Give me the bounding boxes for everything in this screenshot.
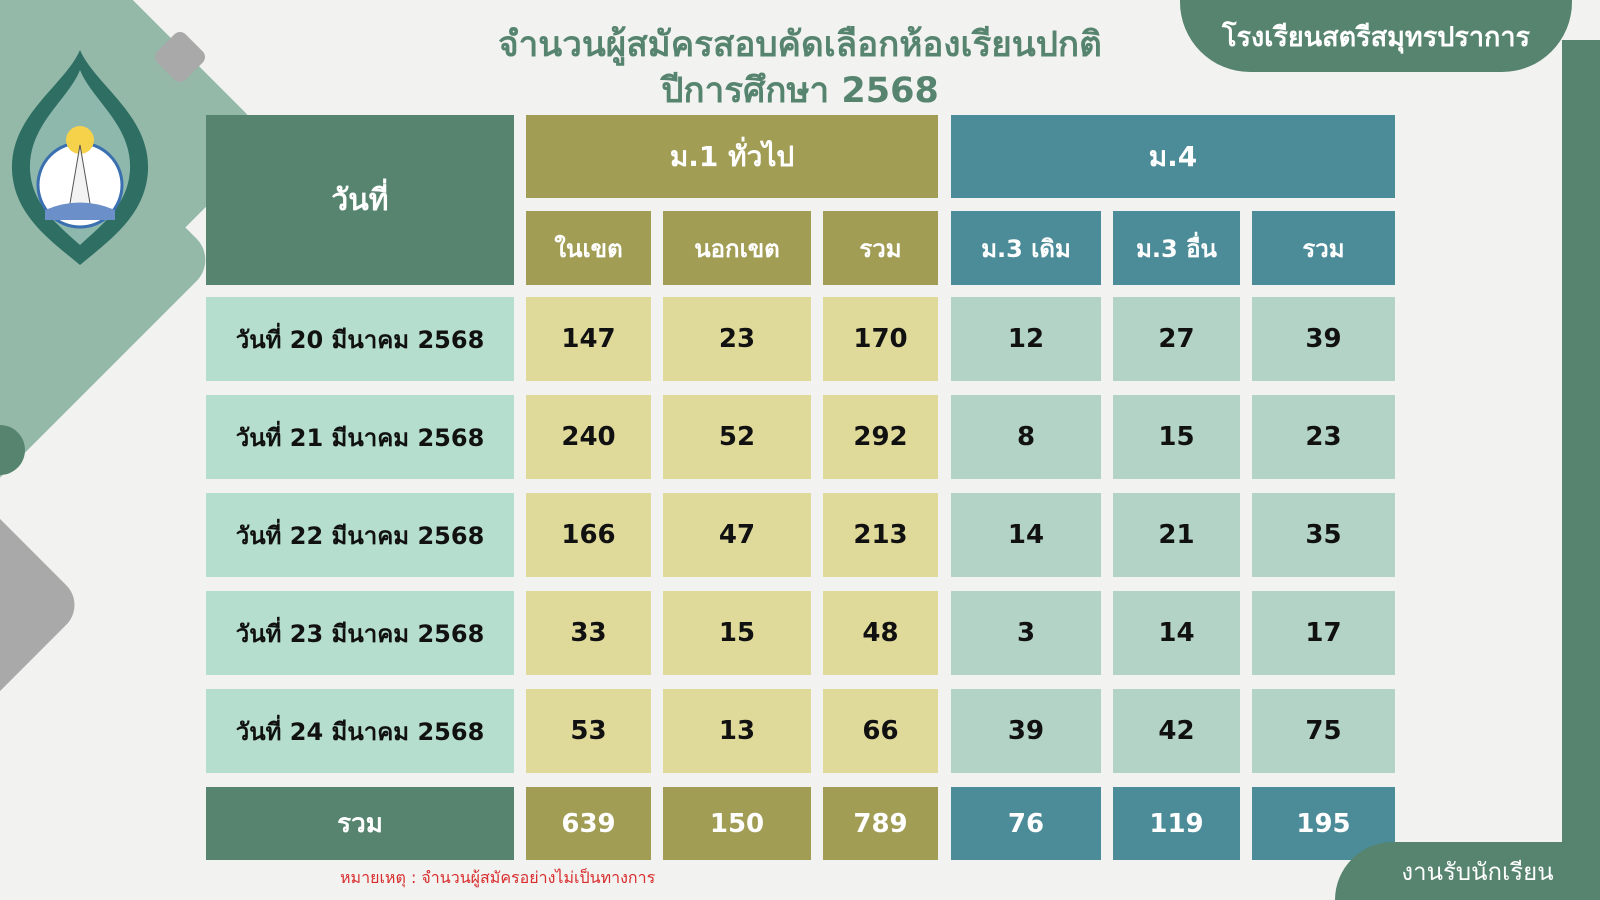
m4-grand-total: 195 <box>1252 787 1395 860</box>
m4-other-m3-header: ม.3 อื่น <box>1113 211 1240 285</box>
m1-out-zone-header: นอกเขต <box>663 211 811 285</box>
department-name: งานรับนักเรียน <box>1401 857 1554 886</box>
m1-in-zone-value: 240 <box>526 395 651 479</box>
m1-in-zone-value: 33 <box>526 591 651 675</box>
decorative-right-bar <box>1562 40 1600 900</box>
title-line-1: จำนวนผู้สมัครสอบคัดเลือกห้องเรียนปกติ <box>498 25 1102 65</box>
school-name: โรงเรียนสตรีสมุทรปราการ <box>1221 21 1531 53</box>
footnote: หมายเหตุ : จำนวนผู้สมัครอย่างไม่เป็นทางก… <box>340 868 656 887</box>
m4-total-value: 17 <box>1252 591 1395 675</box>
m1-out-zone-value: 47 <box>663 493 811 577</box>
m4-header: ม.4 <box>951 115 1395 198</box>
m1-out-zone-value: 23 <box>663 297 811 381</box>
m1-in-zone-total: 639 <box>526 787 651 860</box>
m1-in-zone-value: 166 <box>526 493 651 577</box>
m1-out-zone-value: 13 <box>663 689 811 773</box>
row-date: วันที่ 20 มีนาคม 2568 <box>206 297 514 381</box>
m1-in-zone-header: ในเขต <box>526 211 651 285</box>
m4-other-m3-value: 21 <box>1113 493 1240 577</box>
m1-out-zone-value: 52 <box>663 395 811 479</box>
m1-grand-total: 789 <box>823 787 938 860</box>
m4-existing-m3-value: 14 <box>951 493 1101 577</box>
m1-total-value: 170 <box>823 297 938 381</box>
m4-total-value: 75 <box>1252 689 1395 773</box>
page-title: จำนวนผู้สมัครสอบคัดเลือกห้องเรียนปกติ ปี… <box>330 22 1270 114</box>
m1-total-value: 292 <box>823 395 938 479</box>
title-line-2: ปีการศึกษา 2568 <box>661 71 939 111</box>
m1-general-header: ม.1 ทั่วไป <box>526 115 938 198</box>
m4-total-value: 23 <box>1252 395 1395 479</box>
m1-out-zone-total: 150 <box>663 787 811 860</box>
m1-in-zone-value: 53 <box>526 689 651 773</box>
m4-other-m3-value: 27 <box>1113 297 1240 381</box>
m4-existing-m3-value: 39 <box>951 689 1101 773</box>
m4-existing-m3-value: 3 <box>951 591 1101 675</box>
row-date: วันที่ 22 มีนาคม 2568 <box>206 493 514 577</box>
row-date: วันที่ 21 มีนาคม 2568 <box>206 395 514 479</box>
m4-total-header: รวม <box>1252 211 1395 285</box>
m4-total-value: 35 <box>1252 493 1395 577</box>
m4-existing-m3-total: 76 <box>951 787 1101 860</box>
m4-other-m3-value: 15 <box>1113 395 1240 479</box>
m4-other-m3-total: 119 <box>1113 787 1240 860</box>
row-date: วันที่ 24 มีนาคม 2568 <box>206 689 514 773</box>
m4-total-value: 39 <box>1252 297 1395 381</box>
school-emblem-icon <box>11 50 149 265</box>
decorative-gray-diamond <box>0 498 87 712</box>
m4-existing-m3-header: ม.3 เดิม <box>951 211 1101 285</box>
m1-in-zone-value: 147 <box>526 297 651 381</box>
m1-total-value: 66 <box>823 689 938 773</box>
date-column-header: วันที่ <box>206 115 514 285</box>
m4-existing-m3-value: 8 <box>951 395 1101 479</box>
m1-total-header: รวม <box>823 211 938 285</box>
total-label: รวม <box>206 787 514 860</box>
row-date: วันที่ 23 มีนาคม 2568 <box>206 591 514 675</box>
school-banner: โรงเรียนสตรีสมุทรปราการ <box>1180 0 1572 72</box>
m1-out-zone-value: 15 <box>663 591 811 675</box>
m1-total-value: 48 <box>823 591 938 675</box>
m4-existing-m3-value: 12 <box>951 297 1101 381</box>
m4-other-m3-value: 14 <box>1113 591 1240 675</box>
m4-other-m3-value: 42 <box>1113 689 1240 773</box>
department-banner: งานรับนักเรียน <box>1335 842 1600 900</box>
m1-total-value: 213 <box>823 493 938 577</box>
